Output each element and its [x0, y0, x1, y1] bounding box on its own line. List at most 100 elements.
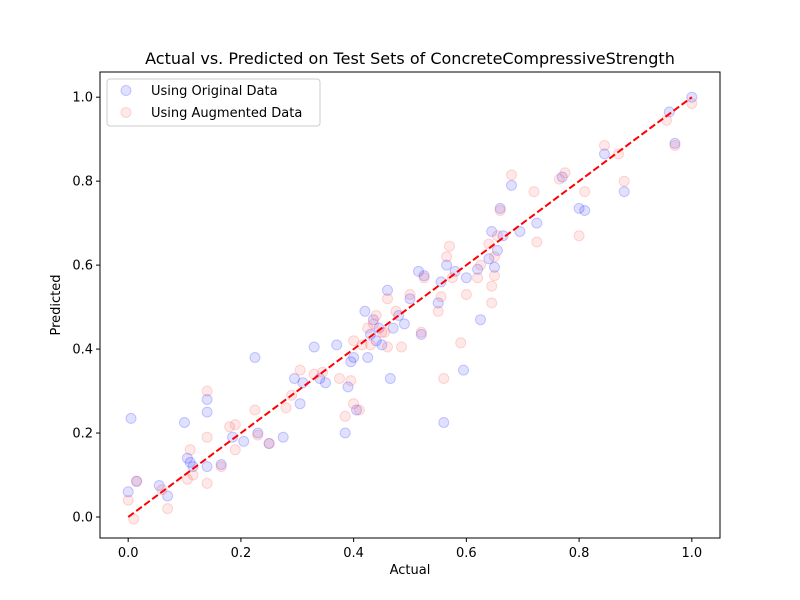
augmented-data-point	[559, 167, 571, 179]
augmented-data-point	[573, 230, 585, 242]
augmented-data-point	[224, 421, 236, 433]
original-data-point	[348, 352, 360, 363]
augmented-data-point	[396, 341, 407, 353]
original-data-point	[201, 406, 213, 418]
augmented-data-point	[229, 444, 241, 456]
augmented-data-point	[156, 484, 168, 496]
legend-label-original: Using Original Data	[151, 84, 278, 99]
original-data-point	[367, 314, 379, 326]
original-data-point	[179, 417, 190, 428]
original-data-point	[458, 364, 469, 376]
plot-frame	[99, 71, 721, 539]
original-data-point	[308, 341, 320, 353]
original-data-point	[489, 261, 500, 273]
x-tick-label: 0.8	[569, 546, 590, 561]
augmented-data-point	[131, 475, 143, 487]
augmented-data-point	[382, 341, 393, 353]
augmented-data-point	[187, 469, 199, 481]
augmented-data-point	[348, 335, 360, 347]
plot-area	[122, 91, 698, 525]
original-data-point	[238, 435, 250, 447]
augmented-data-point	[438, 373, 450, 384]
original-data-point	[531, 217, 543, 229]
augmented-data-point	[415, 326, 427, 338]
original-data-point	[215, 459, 227, 470]
y-tick-label: 0.0	[72, 511, 93, 526]
original-data-point	[297, 377, 309, 389]
augmented-data-point	[455, 337, 467, 349]
original-data-point	[359, 305, 371, 317]
augmented-data-point	[472, 272, 484, 284]
original-data-point	[362, 352, 374, 363]
augmented-data-point	[491, 230, 503, 242]
original-data-point	[125, 412, 137, 424]
original-data-point	[556, 171, 568, 183]
original-data-point	[294, 398, 306, 410]
original-data-point	[514, 226, 526, 237]
legend-label-augmented: Using Augmented Data	[151, 106, 302, 121]
reference-line	[127, 96, 693, 518]
augmented-data-point	[528, 186, 540, 198]
original-data-point	[351, 404, 362, 416]
augmented-data-point	[486, 297, 498, 309]
x-tick-label: 0.6	[456, 546, 477, 561]
augmented-data-point	[460, 289, 472, 300]
augmented-data-point	[365, 339, 376, 351]
y-tick-label: 0.6	[72, 259, 93, 274]
original-data-point	[472, 263, 484, 275]
augmented-data-point	[435, 291, 447, 303]
augmented-data-point	[353, 404, 365, 416]
augmented-data-point	[339, 410, 351, 422]
original-data-point	[486, 226, 498, 237]
original-data-point	[441, 259, 453, 271]
original-data-point	[373, 322, 385, 334]
augmented-data-point	[122, 494, 134, 506]
original-data-point	[506, 179, 517, 191]
original-data-point	[289, 373, 300, 384]
original-data-point	[663, 106, 675, 118]
augmented-data-point	[382, 293, 393, 305]
original-data-point	[438, 417, 450, 428]
original-data-point	[483, 253, 495, 265]
augmented-data-point	[294, 364, 306, 376]
legend-box	[106, 78, 321, 127]
augmented-data-point	[229, 419, 241, 431]
original-data-point	[342, 381, 354, 393]
original-data-point	[384, 373, 396, 384]
augmented-data-point	[418, 272, 430, 284]
original-data-point	[277, 431, 289, 443]
legend-marker-augmented	[120, 107, 132, 118]
y-tick-label: 0.4	[72, 343, 93, 358]
y-tick-label: 0.8	[72, 175, 93, 190]
chart-title: Actual vs. Predicted on Test Sets of Con…	[145, 49, 675, 68]
y-tick-label: 0.2	[72, 427, 93, 442]
augmented-data-point	[252, 429, 264, 441]
augmented-data-point	[362, 322, 374, 334]
original-data-point	[413, 265, 424, 277]
legend-marker-original	[120, 85, 132, 96]
original-data-point	[131, 475, 143, 487]
original-data-point	[331, 339, 343, 351]
augmented-data-point	[579, 186, 591, 198]
augmented-data-point	[599, 140, 610, 151]
augmented-data-point	[201, 385, 213, 397]
original-data-point	[249, 352, 261, 363]
original-data-point	[365, 328, 376, 340]
x-tick-label: 0.4	[343, 546, 364, 561]
augmented-data-point	[379, 326, 391, 338]
augmented-data-point	[280, 402, 292, 414]
legend: Using Original Data Using Augmented Data	[106, 78, 321, 127]
original-data-point	[184, 456, 196, 468]
original-data-point	[460, 272, 472, 284]
original-data-point	[418, 270, 430, 282]
augmented-data-point	[441, 251, 453, 263]
augmented-data-point	[669, 140, 681, 151]
augmented-data-point	[249, 404, 261, 416]
original-data-point	[320, 377, 331, 389]
original-data-point	[475, 314, 486, 326]
augmented-data-point	[345, 375, 357, 387]
augmented-data-point	[489, 251, 500, 263]
augmented-data-point	[444, 240, 455, 252]
augmented-data-point	[489, 270, 500, 282]
x-tick-label: 0.2	[231, 546, 252, 561]
